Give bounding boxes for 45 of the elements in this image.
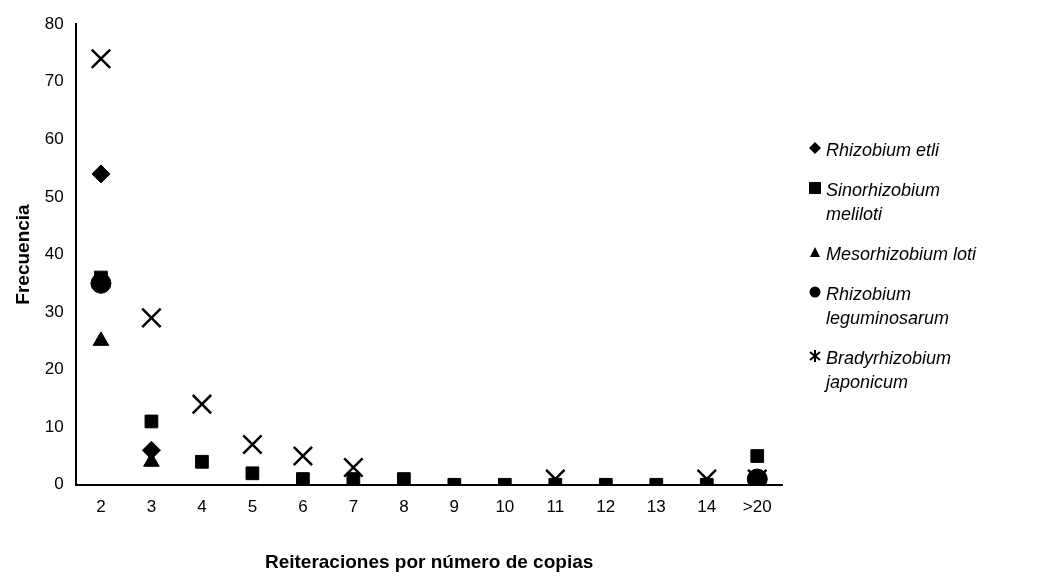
x-tick-label: 14 (697, 496, 717, 516)
point (750, 449, 765, 463)
legend-label: Bradyrhizobium japonicum (826, 347, 953, 394)
point (195, 454, 209, 469)
y-tick-label: 0 (54, 474, 64, 494)
x-tick-label: 13 (646, 496, 666, 516)
y-tick-label: 30 (44, 301, 64, 321)
point (241, 434, 263, 455)
point (346, 472, 361, 485)
y-axis-title: Frecuencia (11, 203, 33, 305)
point (141, 440, 161, 460)
point (292, 445, 314, 467)
x-tick-label: 2 (96, 496, 106, 516)
y-tick-label: 70 (44, 71, 64, 91)
x-tick-label: 9 (449, 496, 460, 516)
x-tick-label: 11 (546, 496, 565, 516)
x-tick-label: 4 (197, 496, 207, 516)
x-tick-label: 3 (146, 496, 157, 516)
y-tick-label: 60 (44, 129, 64, 149)
point (90, 48, 112, 70)
x-tick-label: 7 (348, 496, 359, 516)
legend-label: Rhizobium etli (826, 139, 941, 162)
x-tick-label: 12 (596, 496, 616, 516)
point (144, 414, 159, 429)
x-tick-label: 10 (495, 496, 515, 516)
point (397, 472, 411, 485)
y-tick-label: 50 (44, 186, 64, 206)
legend-label: Mesorhizobium loti (826, 243, 978, 266)
y-tick-label: 40 (44, 244, 64, 264)
legend-label: Sinorhizobium meliloti (826, 179, 942, 226)
point (296, 472, 310, 485)
x-tick-label: >20 (742, 496, 772, 516)
point (342, 457, 364, 478)
point (245, 466, 260, 481)
y-tick-label: 80 (44, 13, 64, 33)
x-tick-label: 8 (399, 496, 409, 516)
x-tick-label: 5 (247, 496, 258, 516)
legend-label: Rhizobium leguminosarum (826, 283, 951, 330)
x-axis-title: Reiteraciones por número de copias (264, 550, 594, 572)
y-tick-label: 10 (44, 416, 64, 436)
point (140, 307, 162, 329)
point (191, 393, 213, 415)
y-tick-label: 20 (44, 359, 64, 379)
point (91, 164, 111, 184)
x-tick-label: 6 (298, 496, 308, 516)
